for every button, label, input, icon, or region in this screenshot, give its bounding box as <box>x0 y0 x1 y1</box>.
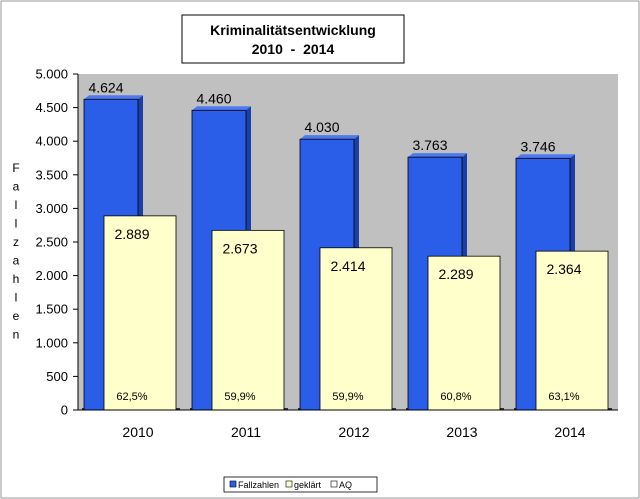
data-label-fallzahlen: 3.746 <box>520 138 555 154</box>
data-label-fallzahlen: 4.460 <box>196 90 231 106</box>
y-tick-label: 1.000 <box>35 335 68 350</box>
x-tick-label: 2011 <box>231 424 261 440</box>
y-tick-label: 3.000 <box>35 201 68 216</box>
data-label-fallzahlen: 3.763 <box>412 137 447 153</box>
data-label-aq: 60,8% <box>440 391 471 403</box>
data-label-aq: 63,1% <box>548 391 579 403</box>
y-tick-label: 0 <box>61 403 68 418</box>
bar-fallzahlen-top <box>300 135 359 140</box>
data-label-aq: 59,9% <box>224 391 255 403</box>
y-tick-label: 2.000 <box>35 268 68 283</box>
bar-fallzahlen-top <box>192 106 251 111</box>
data-label-aq: 62,5% <box>116 391 147 403</box>
y-tick-label: 4.000 <box>35 134 68 149</box>
y-axis-label-char: l <box>15 291 18 305</box>
legend-label: geklärt <box>294 480 322 490</box>
data-label-geklaert: 2.673 <box>222 240 257 256</box>
y-axis-label: Fallzahlen <box>12 161 19 342</box>
legend-label: AQ <box>339 480 352 490</box>
legend-box <box>223 476 378 493</box>
legend-swatch <box>229 480 237 488</box>
chart-title-line1: Kriminalitätsentwicklung <box>210 22 376 38</box>
y-axis-label-char: z <box>13 235 19 249</box>
legend: Fallzahlen geklärt AQ <box>223 476 378 493</box>
bar-fallzahlen-top <box>408 153 467 158</box>
y-axis-label-char: e <box>13 309 20 323</box>
data-label-fallzahlen: 4.624 <box>88 79 123 95</box>
y-tick-label: 5.000 <box>35 67 68 82</box>
data-label-geklaert: 2.414 <box>330 258 365 274</box>
legend-swatch <box>330 480 338 488</box>
bar-geklaert <box>319 247 393 411</box>
y-tick-label: 1.500 <box>35 302 68 317</box>
x-tick-label: 2012 <box>338 424 369 440</box>
data-label-geklaert: 2.889 <box>114 226 149 242</box>
y-axis-label-char: a <box>13 180 20 194</box>
bar-geklaert <box>103 215 177 411</box>
y-axis-label-char: l <box>15 198 18 212</box>
title-box <box>181 14 405 64</box>
data-label-aq: 59,9% <box>332 391 363 403</box>
y-axis-label-char: a <box>13 254 20 268</box>
data-label-geklaert: 2.364 <box>546 261 581 277</box>
y-axis-label-char: h <box>13 272 20 286</box>
y-tick-label: 3.500 <box>35 167 68 182</box>
bar-geklaert <box>211 229 285 411</box>
x-tick-label: 2014 <box>554 424 585 440</box>
legend-swatch <box>285 480 293 488</box>
bar-geklaert <box>535 250 609 411</box>
data-label-fallzahlen: 4.030 <box>304 119 339 135</box>
legend-label: Fallzahlen <box>238 480 279 490</box>
y-tick-label: 500 <box>46 369 68 384</box>
bar-fallzahlen-top <box>516 154 575 159</box>
y-tick-label: 4.500 <box>35 100 68 115</box>
y-axis-label-char: l <box>15 217 18 231</box>
y-axis-label-char: F <box>12 161 19 175</box>
x-tick-label: 2013 <box>446 424 477 440</box>
chart-title-line2: 2010 - 2014 <box>252 41 335 57</box>
x-tick-label: 2010 <box>122 424 153 440</box>
y-tick-label: 2.500 <box>35 235 68 250</box>
y-axis-label-char: n <box>13 328 20 342</box>
bar-geklaert <box>427 255 501 411</box>
data-label-geklaert: 2.289 <box>438 266 473 282</box>
bar-fallzahlen-top <box>84 95 143 100</box>
